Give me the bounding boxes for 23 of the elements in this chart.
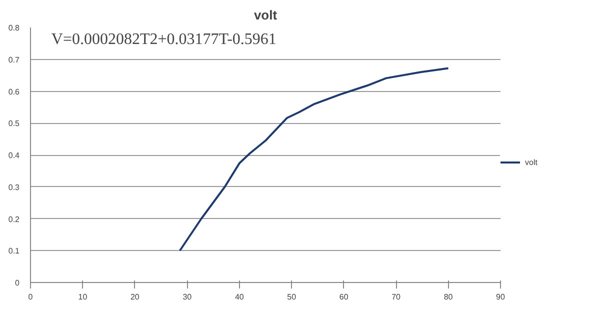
x-tick-label: 10 (78, 292, 88, 302)
legend-label: volt (525, 158, 538, 166)
x-tick-label: 20 (130, 292, 140, 302)
x-tick-label: 0 (28, 292, 34, 302)
y-tick-label: 0.4 (8, 151, 20, 160)
x-tick-label: 50 (287, 292, 297, 302)
y-tick-label: 0.6 (8, 87, 20, 96)
x-tick-label: 70 (392, 292, 402, 302)
x-tick-label: 60 (339, 292, 349, 302)
x-tick-label: 80 (444, 292, 454, 302)
y-tick-label: 0 (15, 278, 20, 288)
x-tick-label: 40 (234, 292, 244, 302)
line-series (178, 67, 450, 252)
x-tick-label: 30 (182, 292, 192, 302)
y-tick-label: 0.5 (8, 119, 20, 128)
y-tick-label: 0.2 (8, 214, 20, 224)
y-tick-label: 0.1 (8, 246, 20, 256)
x-tick-label: 90 (496, 292, 506, 302)
y-tick-label: 0.7 (8, 55, 20, 64)
y-tick-label: 0.8 (8, 24, 20, 32)
y-tick-label: 0.3 (8, 182, 20, 192)
annotation: V=0.0002082T2+0.03177T-0.5961 (51, 31, 276, 48)
chart-title: volt (254, 8, 278, 22)
